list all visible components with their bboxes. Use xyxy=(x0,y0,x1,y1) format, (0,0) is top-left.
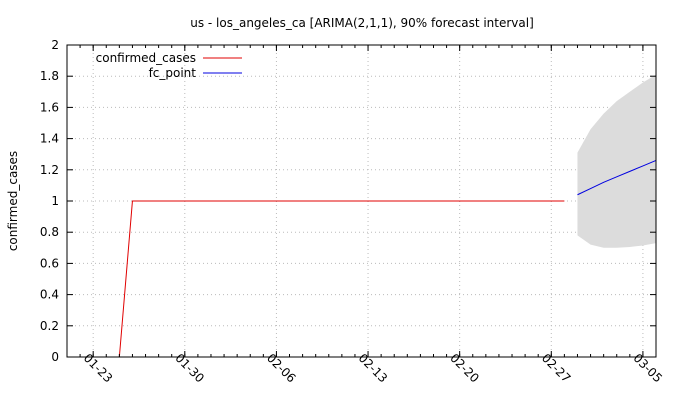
x-tick-label: 02-13 xyxy=(356,351,391,386)
y-tick-label: 1.4 xyxy=(40,132,59,146)
x-tick-label: 02-06 xyxy=(264,351,299,386)
series-line-confirmed-cases xyxy=(118,200,565,358)
x-tick-label: 01-23 xyxy=(81,351,116,386)
y-tick-label: 0 xyxy=(51,350,59,364)
series-line-fc-point xyxy=(577,159,657,196)
y-tick-label: 1.8 xyxy=(40,69,59,83)
y-tick-label: 0.6 xyxy=(40,256,59,270)
x-tick-label: 03-05 xyxy=(630,351,665,386)
x-tick-label: 02-20 xyxy=(447,351,482,386)
forecast-interval xyxy=(577,74,656,248)
y-tick-label: 1.6 xyxy=(40,100,59,114)
forecast-interval-area xyxy=(577,74,656,248)
y-tick-label: 1.2 xyxy=(40,163,59,177)
series-lines xyxy=(118,159,657,358)
axis-ticks: 0 0.2 0.4 0.6 0.8 1 1.2 1.4 1.6 1.8 2 01-23 01-30 02-… xyxy=(40,38,665,385)
y-axis-label: confirmed_cases xyxy=(6,151,20,251)
y-tick-label: 0.2 xyxy=(40,319,59,333)
x-tick-label: 01-30 xyxy=(172,351,207,386)
y-tick-label: 1 xyxy=(51,194,59,208)
x-tick-label: 02-27 xyxy=(539,351,574,386)
legend-label: fc_point xyxy=(149,66,197,80)
y-tick-label: 0.8 xyxy=(40,225,59,239)
chart-title: us - los_angeles_ca [ARIMA(2,1,1), 90% f… xyxy=(190,16,534,30)
y-tick-label: 0.4 xyxy=(40,288,59,302)
y-tick-label: 2 xyxy=(51,38,59,52)
legend-label: confirmed_cases xyxy=(96,51,196,65)
